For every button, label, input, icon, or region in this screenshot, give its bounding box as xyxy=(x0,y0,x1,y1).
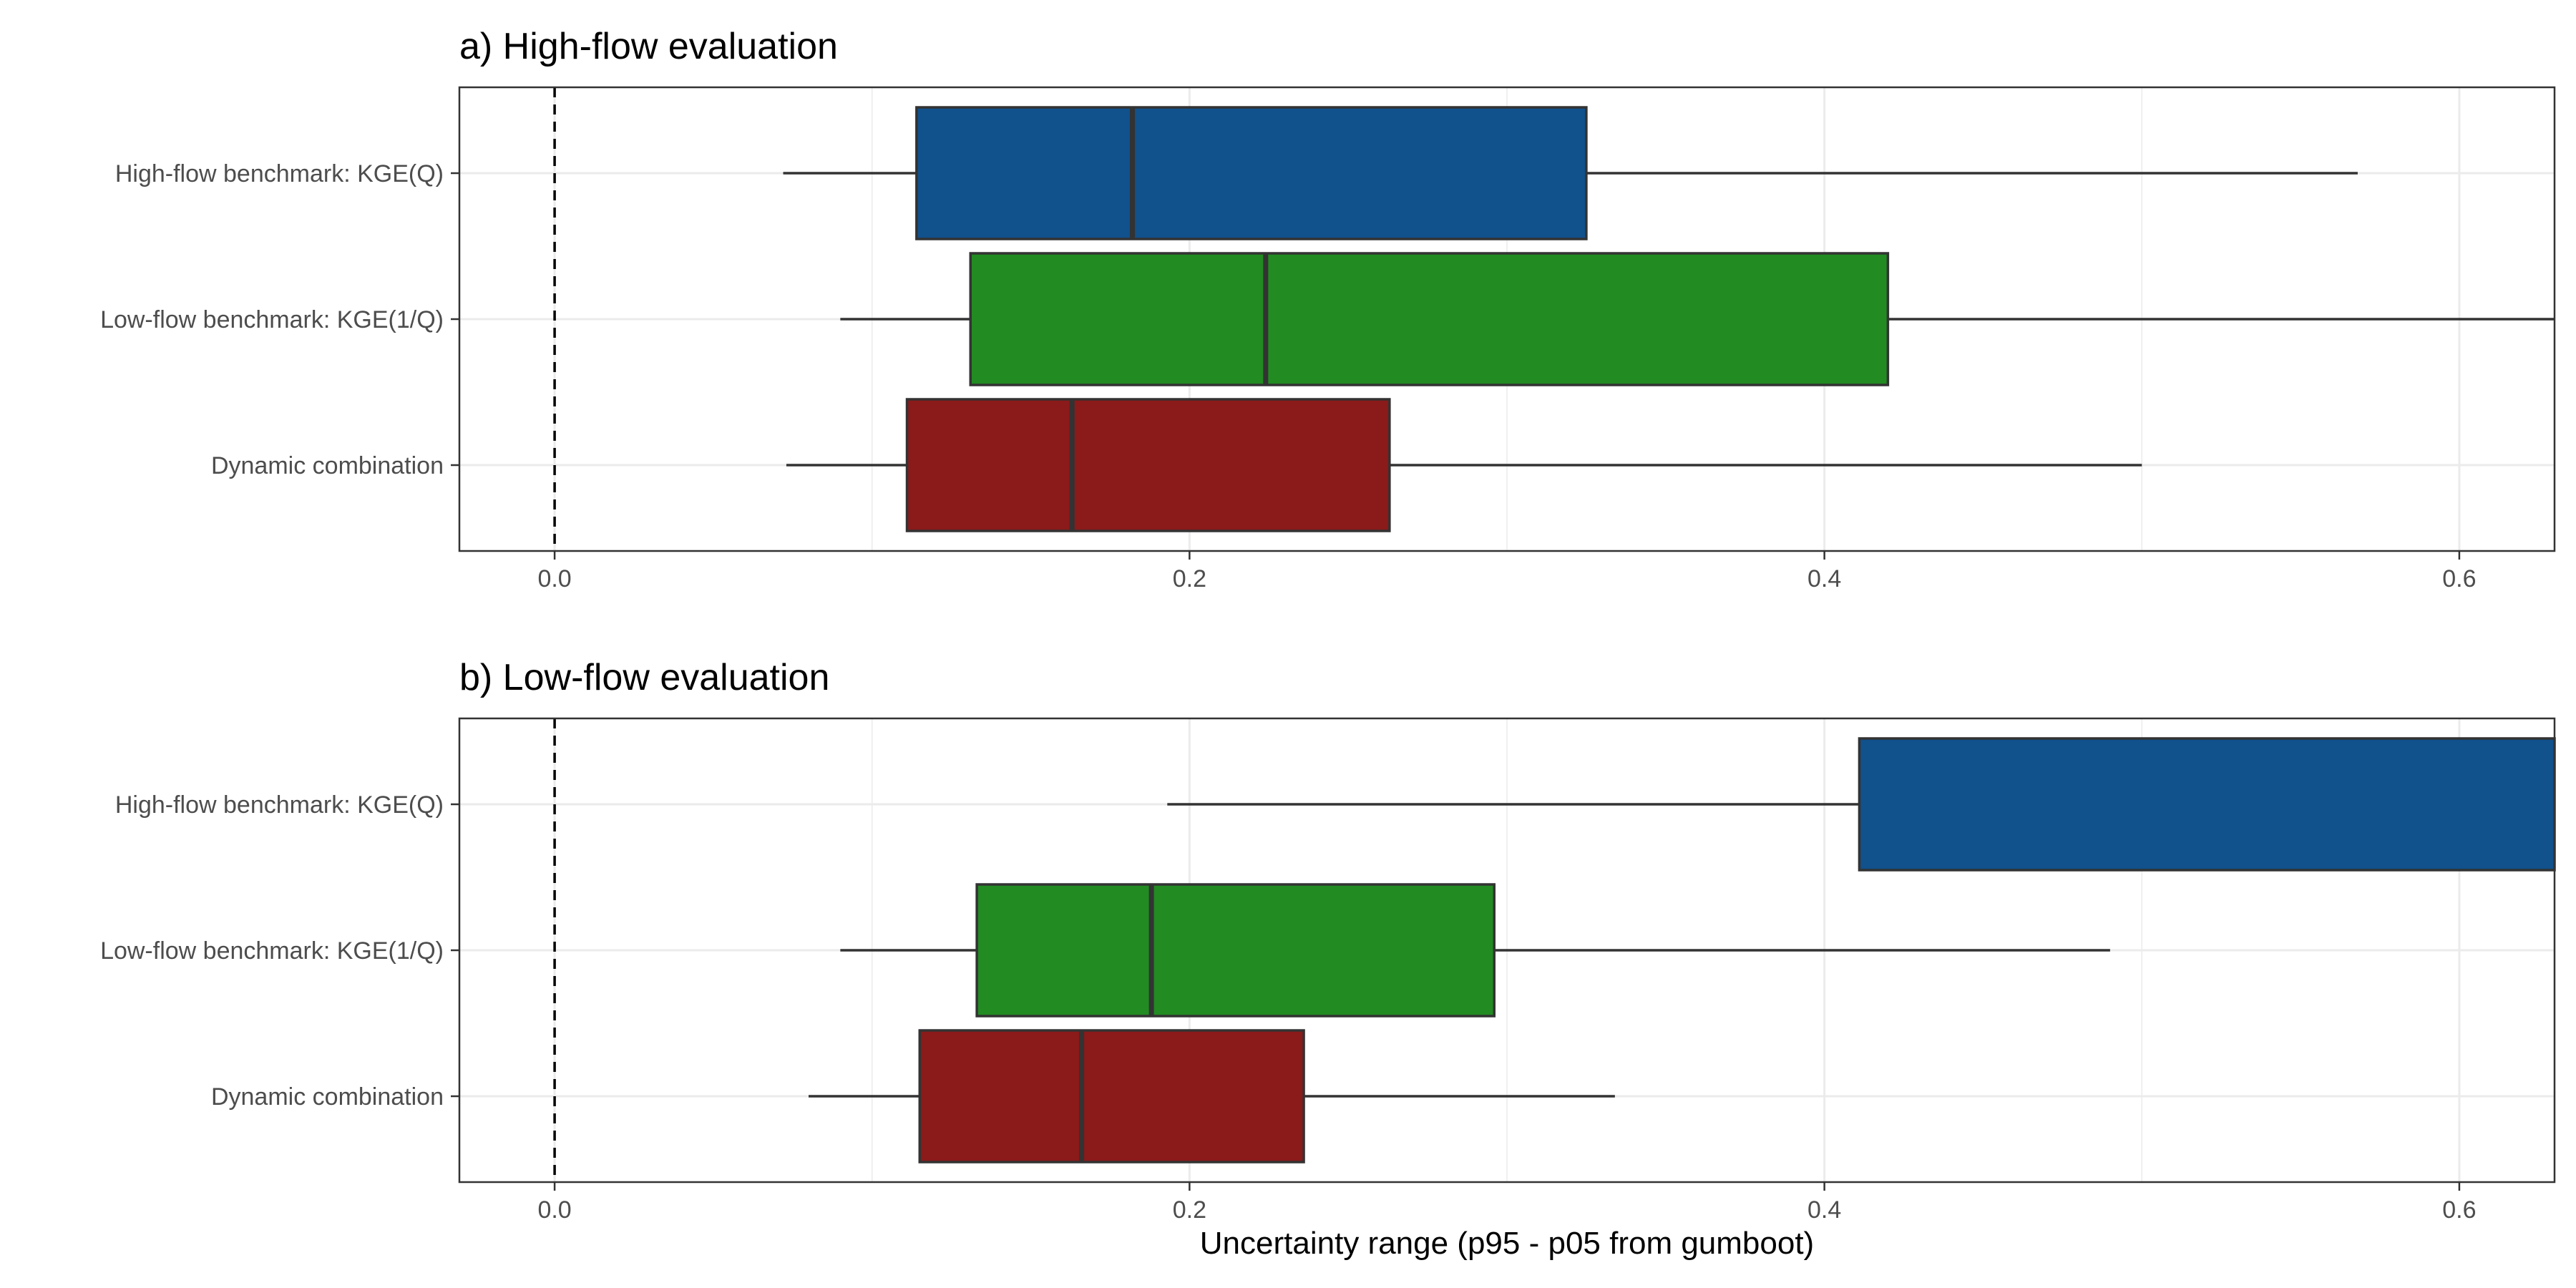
panel-b-x-axis: 0.0 0.2 0.4 0.6 xyxy=(537,1182,2477,1224)
panel-b-low-flow-benchmark-kge-1-q-box xyxy=(975,883,1496,1018)
panel-b-y-axis: High-flow benchmark: KGE(Q) Low-flow benc… xyxy=(100,791,459,1111)
panel-b-dynamic-combination-box xyxy=(918,1029,1305,1163)
panel-a-low-flow-benchmark-kge-1-q-box xyxy=(969,252,1890,386)
panel-a-boxes xyxy=(783,106,2555,532)
panel-a-dynamic-combination-box xyxy=(905,398,1391,532)
panel-a-y-axis: High-flow benchmark: KGE(Q) Low-flow benc… xyxy=(100,160,459,479)
y-tick-label: Low-flow benchmark: KGE(1/Q) xyxy=(100,937,444,965)
panel-a-x-axis: 0.0 0.2 0.4 0.6 xyxy=(537,551,2477,592)
x-tick-label: 0.6 xyxy=(2442,565,2476,592)
x-tick-label: 0.0 xyxy=(537,1196,571,1224)
y-tick-label: Low-flow benchmark: KGE(1/Q) xyxy=(100,306,444,333)
panel-a: a) High-flow evaluation High-flow benchm… xyxy=(100,26,2556,592)
x-axis-title: Uncertainty range (p95 - p05 from gumboo… xyxy=(1200,1226,1814,1261)
panel-b-title: b) Low-flow evaluation xyxy=(459,657,829,698)
y-tick-label: Dynamic combination xyxy=(211,452,444,479)
panel-a-title: a) High-flow evaluation xyxy=(459,26,838,67)
y-tick-label: Dynamic combination xyxy=(211,1083,444,1111)
x-tick-label: 0.2 xyxy=(1173,1196,1206,1224)
panel-a-high-flow-benchmark-kge-q-box xyxy=(915,106,1588,240)
x-tick-label: 0.4 xyxy=(1807,1196,1841,1224)
x-tick-label: 0.6 xyxy=(2442,1196,2476,1224)
panel-b-boxes xyxy=(809,737,2556,1163)
x-tick-label: 0.2 xyxy=(1173,565,1206,592)
y-tick-label: High-flow benchmark: KGE(Q) xyxy=(115,791,444,819)
panel-b-high-flow-benchmark-kge-q-box xyxy=(1858,737,2556,872)
panel-b: b) Low-flow evaluation High-flow benchma… xyxy=(100,657,2556,1224)
x-tick-label: 0.0 xyxy=(537,565,571,592)
y-tick-label: High-flow benchmark: KGE(Q) xyxy=(115,160,444,187)
x-tick-label: 0.4 xyxy=(1807,565,1841,592)
